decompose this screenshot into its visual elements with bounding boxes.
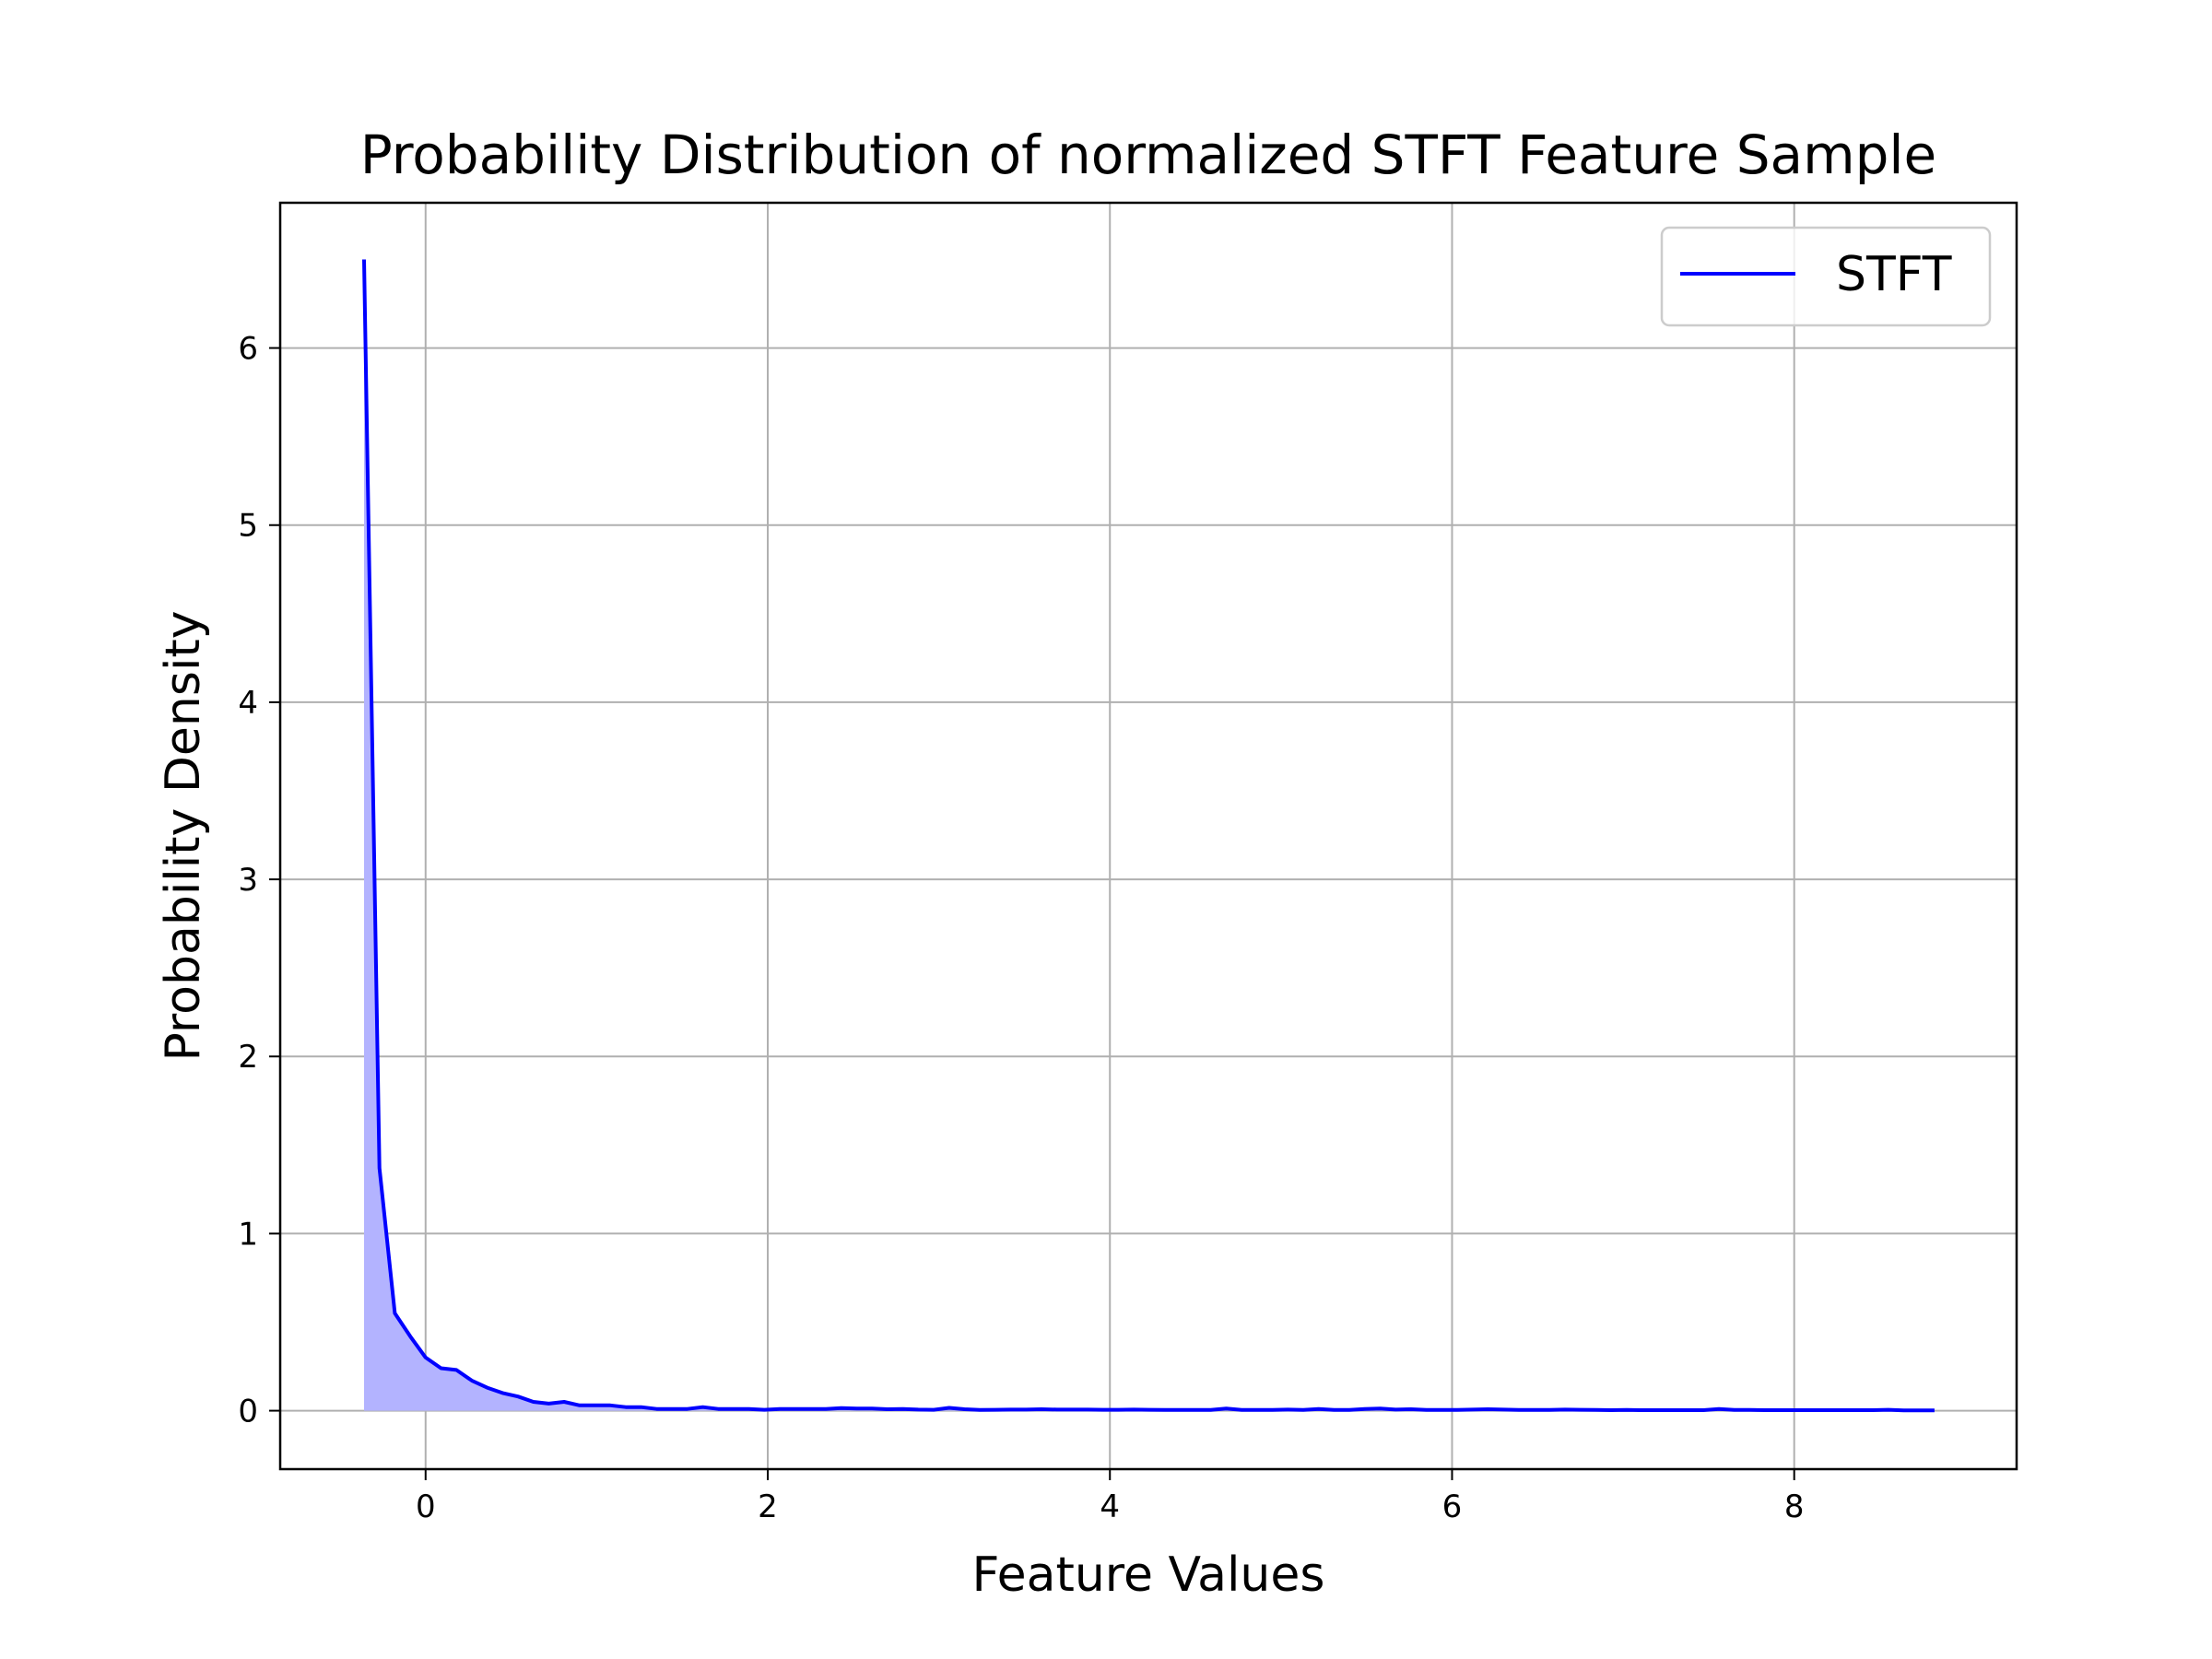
y-tick-label: 1 [238,1216,258,1253]
y-tick: 2 [238,1039,280,1076]
x-tick: 6 [1442,1469,1463,1525]
y-axis-label: Probability Density [156,610,211,1061]
y-tick-label: 6 [238,331,258,368]
x-tick-label: 0 [416,1488,436,1525]
plot-frame [278,201,2018,1471]
legend: STFT [1660,226,1992,327]
y-tick-label: 4 [238,685,258,722]
density-area-fill [364,259,1935,1411]
y-tick: 5 [238,508,280,545]
y-tick-label: 0 [238,1394,258,1430]
chart-title: Probability Distribution of normalized S… [360,124,1936,186]
x-tick: 0 [416,1469,436,1525]
y-tick: 3 [238,862,280,899]
y-tick: 4 [238,685,280,722]
x-tick-label: 4 [1100,1488,1120,1525]
y-axis-ticks: 0 1 2 3 4 5 6 [238,331,280,1430]
x-tick: 8 [1784,1469,1805,1525]
x-axis-ticks: 0 2 4 6 8 [416,1469,1805,1525]
x-tick-label: 6 [1442,1488,1463,1525]
y-tick: 0 [238,1394,280,1430]
series-line-stft [362,259,1935,1413]
legend-box [1660,226,1992,327]
grid [280,203,2017,1469]
x-tick: 2 [758,1469,778,1525]
y-tick: 1 [238,1216,280,1253]
y-tick-label: 2 [238,1039,258,1076]
y-tick: 6 [238,331,280,368]
y-tick-label: 3 [238,862,258,899]
x-tick: 4 [1100,1469,1120,1525]
x-tick-label: 8 [1784,1488,1805,1525]
x-tick-label: 2 [758,1488,778,1525]
y-tick-label: 5 [238,508,258,545]
x-axis-label: Feature Values [972,1547,1325,1603]
legend-entry-stft: STFT [1836,247,1952,302]
